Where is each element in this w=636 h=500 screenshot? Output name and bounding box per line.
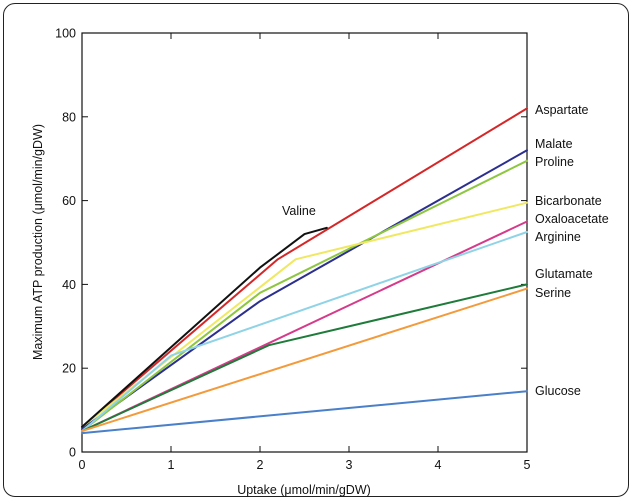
series-label-bicarbonate: Bicarbonate xyxy=(535,194,602,208)
x-tick-label: 2 xyxy=(257,458,264,472)
series-label-proline: Proline xyxy=(535,155,574,169)
series-label-glutamate: Glutamate xyxy=(535,267,593,281)
y-axis-label: Maximum ATP production (μmol/min/gDW) xyxy=(31,124,45,360)
y-tick-label: 80 xyxy=(62,110,76,124)
series-label-malate: Malate xyxy=(535,137,573,151)
y-tick-label: 20 xyxy=(62,362,76,376)
x-tick-label: 5 xyxy=(524,458,531,472)
series-line-bicarbonate xyxy=(82,203,527,427)
series-line-proline xyxy=(82,161,527,431)
x-tick-label: 3 xyxy=(346,458,353,472)
x-tick-label: 1 xyxy=(168,458,175,472)
y-tick-label: 40 xyxy=(62,278,76,292)
series-label-aspartate: Aspartate xyxy=(535,103,589,117)
x-tick-label: 4 xyxy=(435,458,442,472)
x-tick-label: 0 xyxy=(79,458,86,472)
series-line-malate xyxy=(82,150,527,429)
series-line-glucose xyxy=(82,391,527,433)
x-axis-label: Uptake (μmol/min/gDW) xyxy=(237,483,371,497)
series-label-valine: Valine xyxy=(282,204,316,218)
series-label-serine: Serine xyxy=(535,286,571,300)
series-label-oxaloacetate: Oxaloacetate xyxy=(535,212,609,226)
series-label-glucose: Glucose xyxy=(535,384,581,398)
y-tick-label: 60 xyxy=(62,194,76,208)
series-label-arginine: Arginine xyxy=(535,230,581,244)
y-tick-label: 100 xyxy=(55,27,76,41)
y-tick-label: 0 xyxy=(69,446,76,460)
